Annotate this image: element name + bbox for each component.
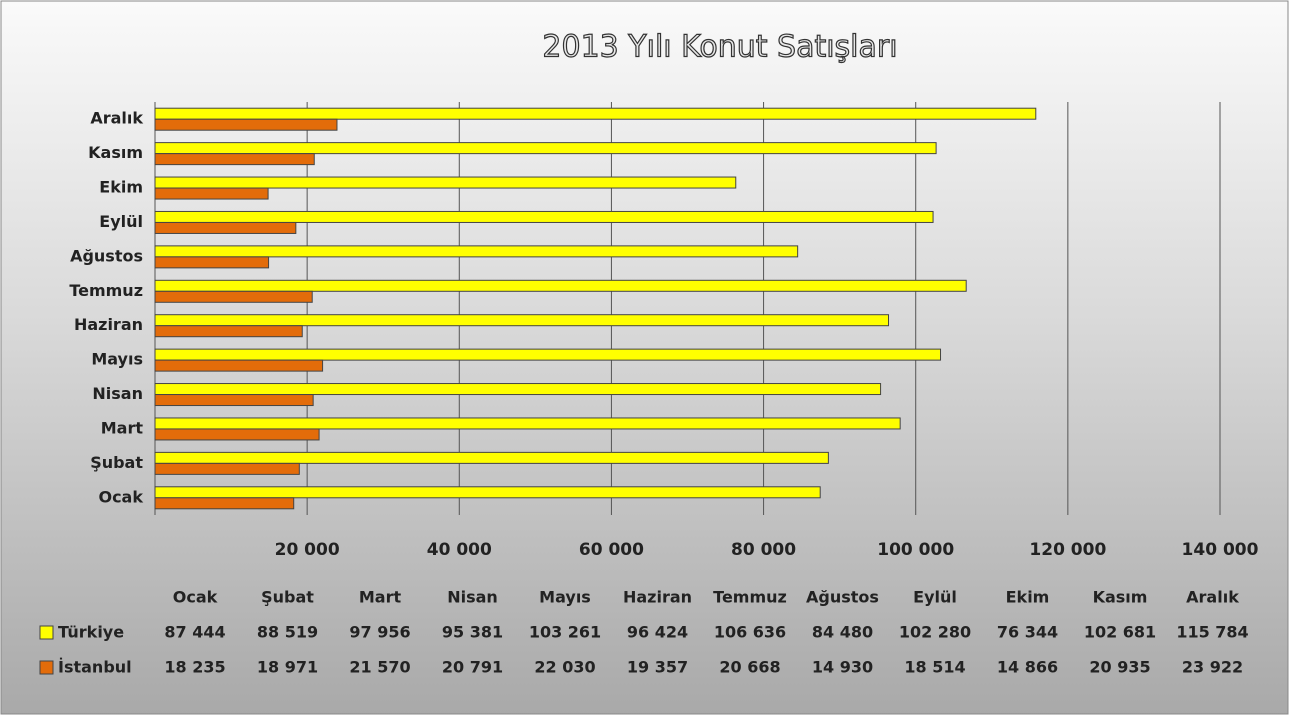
table-value: 87 444 — [164, 623, 225, 642]
bar — [154, 245, 799, 258]
y-tick-label: Ekim — [99, 178, 143, 197]
bar — [154, 348, 942, 361]
bar — [154, 107, 1037, 120]
table-value: 97 956 — [349, 623, 410, 642]
bar — [154, 118, 338, 131]
table-value: 22 030 — [534, 658, 595, 677]
bar — [154, 394, 314, 407]
x-tick-label: 60 000 — [579, 540, 644, 560]
y-tick-label: Nisan — [92, 384, 143, 403]
table-value: 19 357 — [627, 658, 688, 677]
chart-title: 2013 Yılı Konut Satışları — [542, 30, 897, 65]
bar — [154, 314, 890, 327]
bar — [154, 290, 313, 303]
bar — [154, 153, 315, 166]
x-tick-label: 100 000 — [877, 540, 954, 560]
table-value: 103 261 — [529, 623, 601, 642]
y-tick-label: Temmuz — [69, 281, 143, 300]
table-header: Ağustos — [806, 588, 879, 607]
table-header: Mayıs — [539, 588, 591, 607]
table-value: 23 922 — [1182, 658, 1243, 677]
x-tick-label: 120 000 — [1029, 540, 1106, 560]
bar — [154, 486, 821, 499]
table-value: 76 344 — [997, 623, 1058, 642]
y-tick-label: Aralık — [90, 109, 143, 128]
bar — [154, 462, 300, 475]
table-header: Kasım — [1093, 588, 1148, 607]
table-value: 21 570 — [349, 658, 410, 677]
bar — [154, 142, 937, 155]
table-value: 115 784 — [1176, 623, 1248, 642]
y-tick-label: Eylül — [99, 212, 143, 231]
bar — [154, 359, 324, 372]
table-header: Haziran — [623, 588, 692, 607]
bar — [154, 256, 270, 269]
table-value: 20 935 — [1089, 658, 1150, 677]
table-value: 18 971 — [257, 658, 318, 677]
x-tick-label: 140 000 — [1182, 540, 1259, 560]
table-header: Ocak — [173, 588, 218, 607]
bar — [154, 417, 901, 430]
bar — [154, 428, 320, 441]
y-tick-label: Mayıs — [91, 350, 143, 369]
y-tick-label: Haziran — [74, 315, 143, 334]
bar — [154, 210, 934, 223]
table-value: 20 791 — [442, 658, 503, 677]
table-header: Mart — [359, 588, 402, 607]
table-header: Şubat — [261, 588, 314, 607]
bar — [154, 187, 269, 200]
bar — [154, 325, 303, 338]
x-tick-label: 20 000 — [275, 540, 340, 560]
y-tick-label: Kasım — [88, 143, 143, 162]
y-tick-label: Ağustos — [70, 246, 143, 265]
legend-swatch — [39, 625, 54, 640]
table-value: 102 681 — [1084, 623, 1156, 642]
y-tick-label: Ocak — [98, 487, 143, 506]
table-header: Aralık — [1186, 588, 1239, 607]
table-value: 95 381 — [442, 623, 503, 642]
bar — [154, 221, 297, 234]
table-header: Nisan — [447, 588, 498, 607]
table-value: 18 514 — [904, 658, 965, 677]
bar — [154, 451, 829, 464]
legend-label: İstanbul — [58, 658, 132, 677]
table-value: 102 280 — [899, 623, 971, 642]
y-tick-label: Mart — [101, 418, 144, 437]
table-value: 106 636 — [714, 623, 786, 642]
table-header: Temmuz — [713, 588, 787, 607]
table-value: 20 668 — [719, 658, 780, 677]
legend-swatch — [39, 660, 54, 675]
legend-label: Türkiye — [58, 623, 124, 642]
bar — [154, 497, 295, 510]
table-value: 96 424 — [627, 623, 688, 642]
bar — [154, 383, 882, 396]
y-tick-label: Şubat — [90, 453, 143, 472]
bar — [154, 279, 967, 292]
table-value: 14 866 — [997, 658, 1058, 677]
table-value: 14 930 — [812, 658, 873, 677]
x-tick-label: 80 000 — [731, 540, 796, 560]
table-header: Eylül — [913, 588, 957, 607]
x-tick-label: 40 000 — [427, 540, 492, 560]
table-value: 84 480 — [812, 623, 873, 642]
table-value: 88 519 — [257, 623, 318, 642]
table-header: Ekim — [1006, 588, 1050, 607]
table-value: 18 235 — [164, 658, 225, 677]
bar — [154, 176, 737, 189]
